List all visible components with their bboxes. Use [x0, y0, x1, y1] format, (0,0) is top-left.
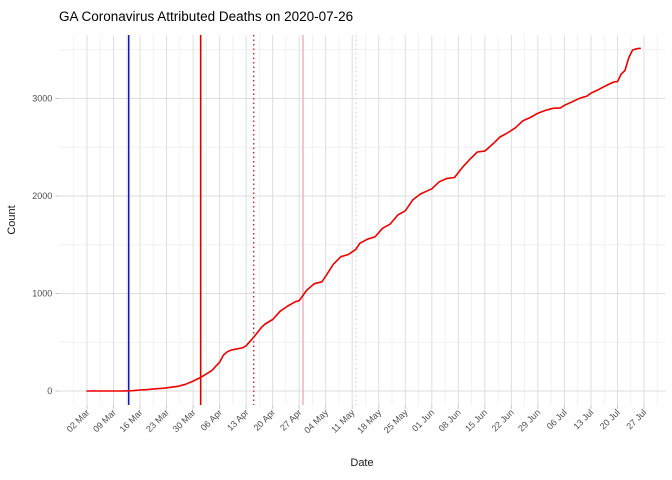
x-tick-label: 06 Jul — [545, 407, 569, 431]
x-tick-label: 16 Mar — [118, 407, 145, 434]
x-tick-label: 27 Jul — [624, 407, 648, 431]
x-tick-label: 11 May — [329, 407, 357, 435]
data-series — [86, 47, 641, 392]
x-tick-label: 15 Jun — [463, 407, 489, 433]
x-tick-label: 18 May — [355, 407, 383, 435]
x-tick-label: 20 Jul — [598, 407, 622, 431]
gridlines-minor — [59, 35, 666, 405]
x-tick-label: 20 Apr — [252, 407, 277, 432]
series-line-cumulative-deaths — [86, 47, 641, 392]
x-axis-tick-labels: 02 Mar 09 Mar 16 Mar 23 Mar 30 Mar 06 Apr 13 A… — [65, 407, 649, 435]
y-tick-label: 1000 — [32, 289, 52, 299]
y-axis-tick-labels: 0 1000 2000 3000 — [32, 94, 52, 397]
plot-title: GA Coronavirus Attributed Deaths on 2020… — [59, 9, 353, 24]
y-axis-title: Count — [6, 205, 18, 234]
x-tick-label: 06 Apr — [199, 407, 224, 432]
y-tick-label: 0 — [47, 386, 52, 396]
x-tick-label: 02 Mar — [65, 407, 92, 434]
x-tick-label: 04 May — [302, 407, 330, 435]
axis-tick-marks — [55, 98, 645, 409]
x-tick-label: 23 Mar — [144, 407, 171, 434]
x-tick-label: 25 May — [382, 407, 410, 435]
x-tick-label: 22 Jun — [490, 407, 516, 433]
x-tick-label: 09 Mar — [91, 407, 118, 434]
x-axis-title: Date — [350, 457, 373, 469]
x-tick-label: 08 Jun — [437, 407, 463, 433]
y-tick-label: 3000 — [32, 94, 52, 104]
x-tick-label: 13 Apr — [225, 407, 250, 432]
x-tick-label: 30 Mar — [171, 407, 198, 434]
gridlines-major — [59, 35, 666, 405]
event-vlines — [127, 35, 357, 405]
x-tick-label: 13 Jul — [571, 407, 595, 431]
y-tick-label: 2000 — [32, 191, 52, 201]
x-tick-label: 27 Apr — [278, 407, 303, 432]
x-tick-label: 29 Jun — [516, 407, 542, 433]
x-tick-label: 01 Jun — [410, 407, 436, 433]
